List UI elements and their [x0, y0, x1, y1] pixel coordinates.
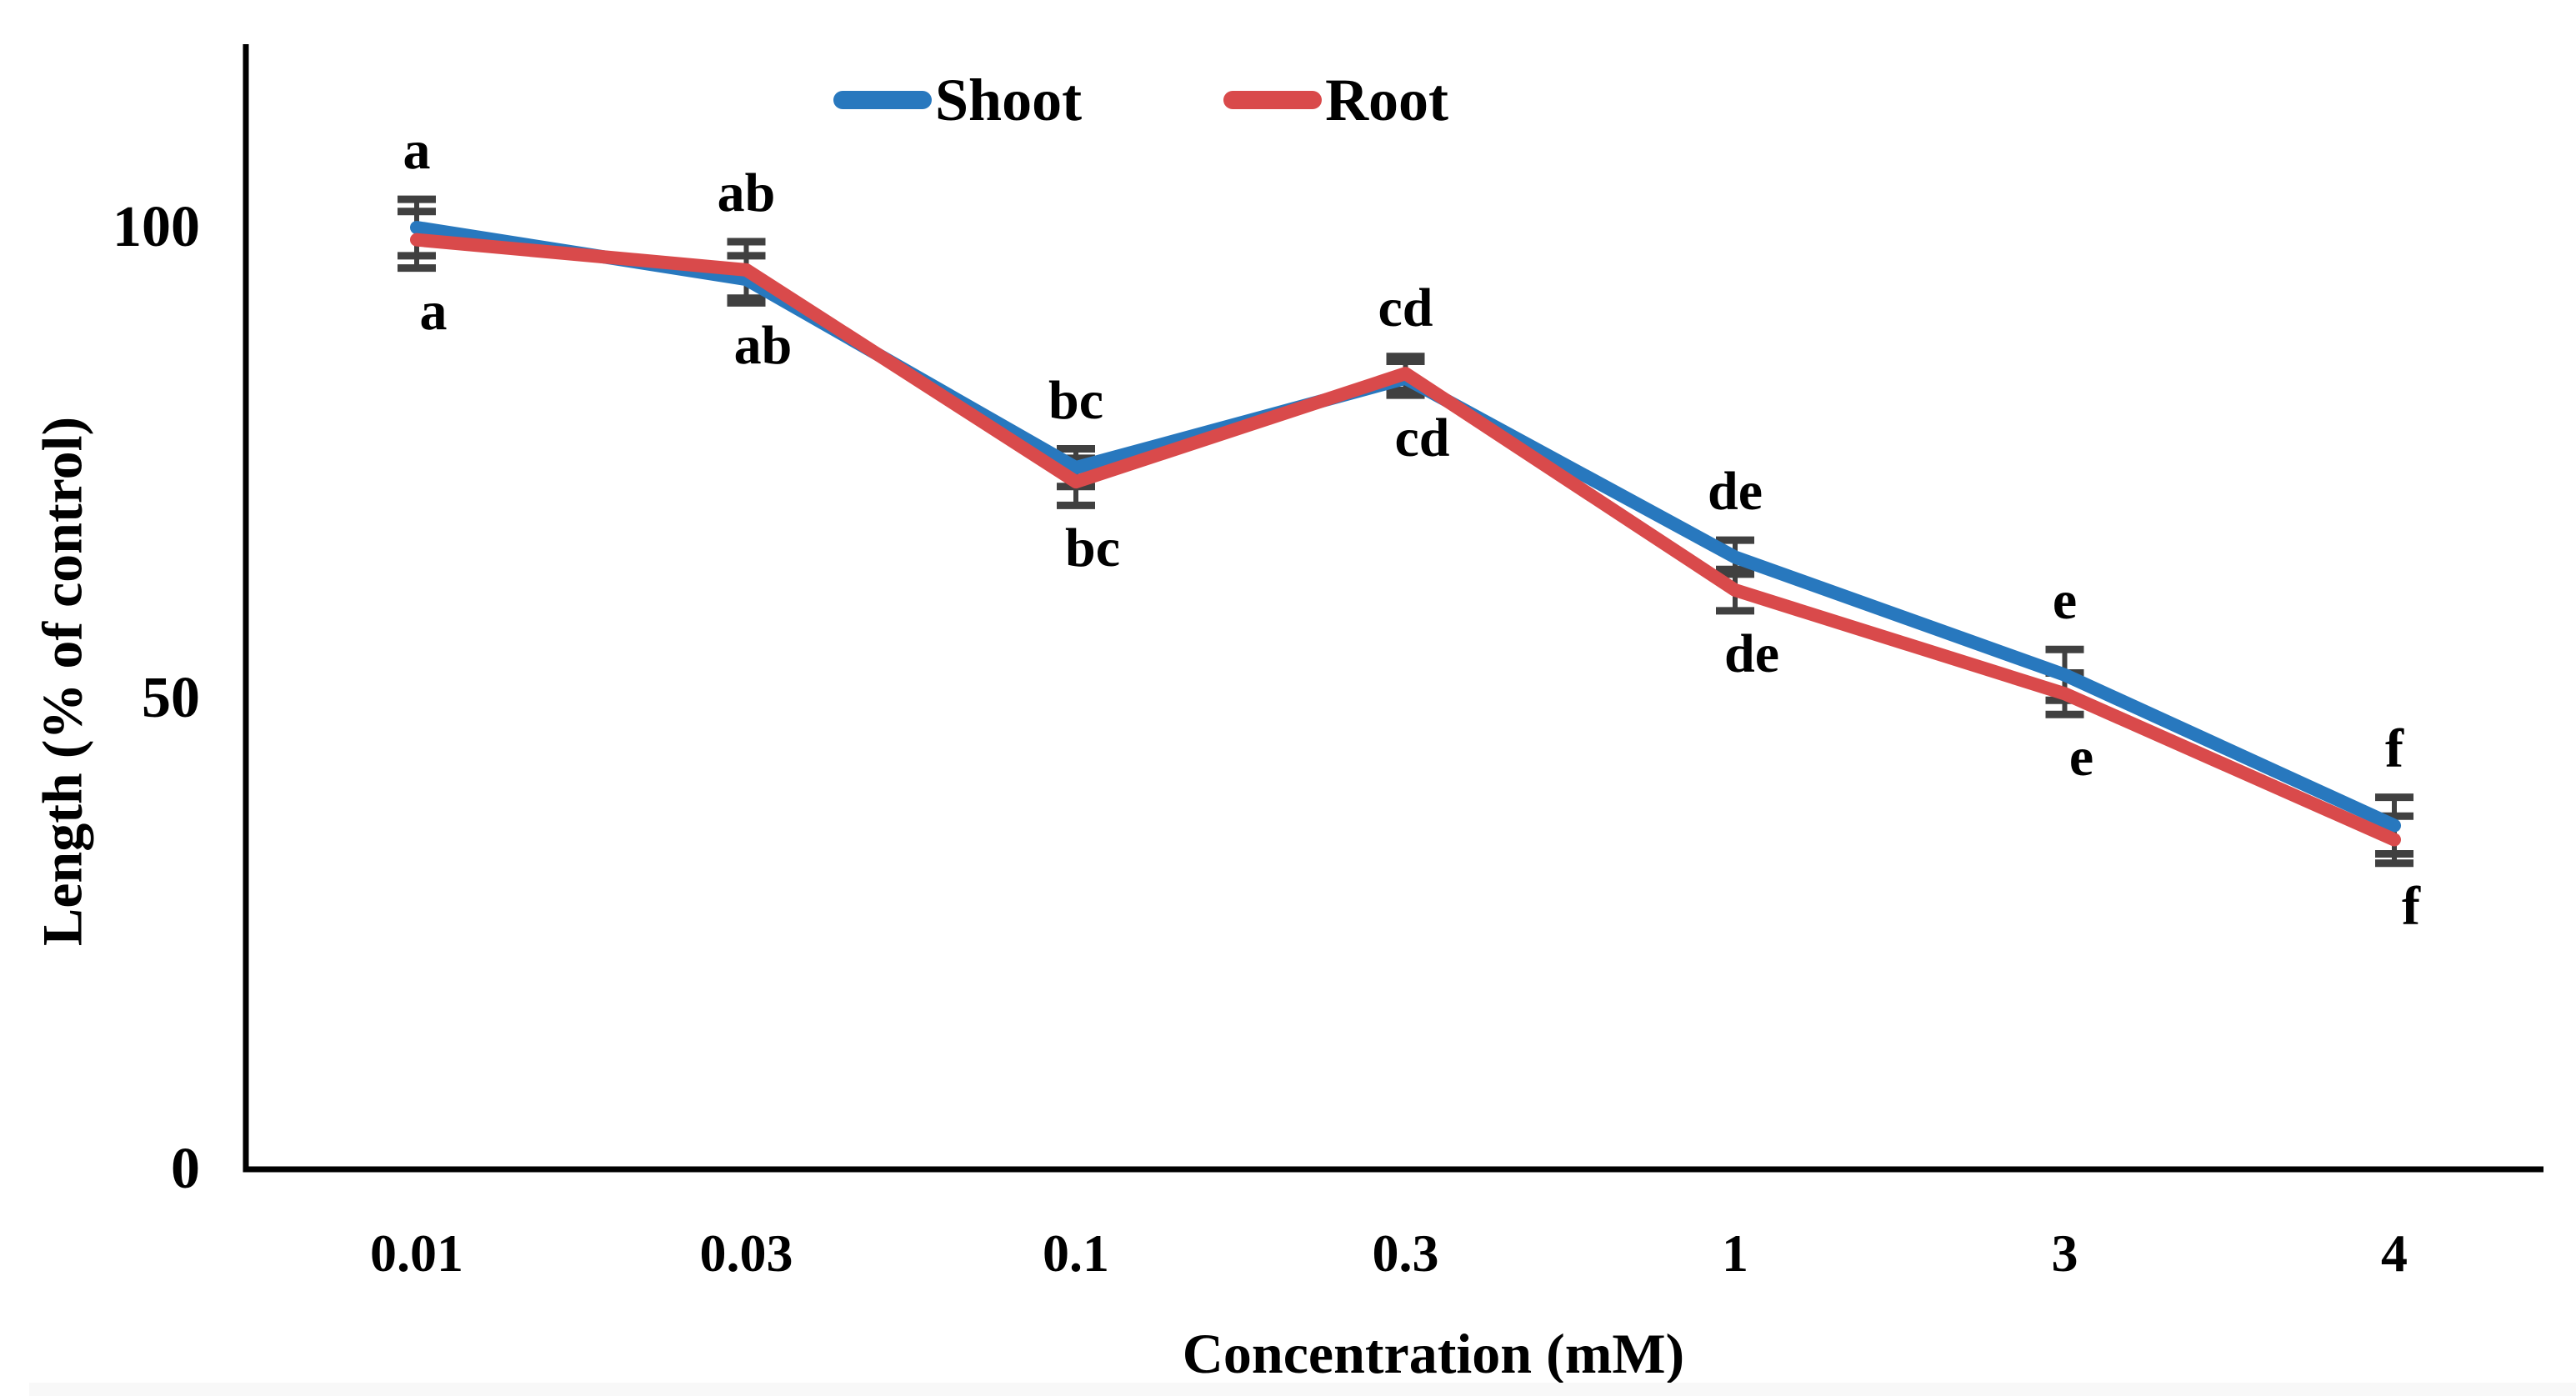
legend-item-root: Root: [1223, 68, 1448, 132]
sig-letter-below: de: [1724, 623, 1779, 684]
x-tick-label: 0.03: [699, 1223, 793, 1283]
x-axis-title: Concentration (mM): [1182, 1322, 1685, 1385]
legend-label-root: Root: [1325, 67, 1449, 133]
sig-letter-below: f: [2402, 875, 2420, 937]
sig-letter-above: e: [2052, 570, 2078, 632]
x-tick-label: 0.1: [1043, 1223, 1109, 1283]
axis-lines: [243, 44, 2543, 1173]
sig-letter-above: f: [2385, 718, 2403, 779]
sig-letter-above: bc: [1048, 369, 1103, 431]
legend-item-shoot: Shoot: [833, 68, 1082, 132]
legend-label-shoot: Shoot: [935, 67, 1083, 133]
x-tick-label: 4: [2381, 1223, 2408, 1283]
y-tick-label: 0: [171, 1137, 200, 1201]
x-tick-label: 0.01: [370, 1223, 463, 1283]
sig-letter-above: cd: [1378, 277, 1433, 338]
page-edge-artifact: [29, 1383, 2576, 1396]
series-line-root: [410, 233, 2401, 847]
sig-letter-above: a: [403, 120, 431, 182]
x-tick-label: 1: [1722, 1223, 1748, 1283]
legend-swatch-root-icon: [1223, 91, 1323, 109]
x-tick-label: 0.3: [1372, 1223, 1439, 1283]
sig-letter-below: bc: [1065, 518, 1120, 579]
y-tick-label: 100: [113, 195, 200, 259]
legend-swatch-shoot-icon: [833, 91, 932, 109]
legend: Shoot Root: [833, 68, 1448, 132]
sig-letter-below: cd: [1394, 408, 1450, 469]
sig-letter-below: a: [419, 280, 448, 342]
sig-letter-above: ab: [717, 162, 776, 223]
y-tick-label: 50: [142, 666, 200, 730]
sig-letter-below: ab: [733, 315, 793, 377]
sig-letter-below: e: [2068, 727, 2094, 788]
x-tick-label: 3: [2051, 1223, 2078, 1283]
sig-letter-above: de: [1708, 461, 1763, 523]
